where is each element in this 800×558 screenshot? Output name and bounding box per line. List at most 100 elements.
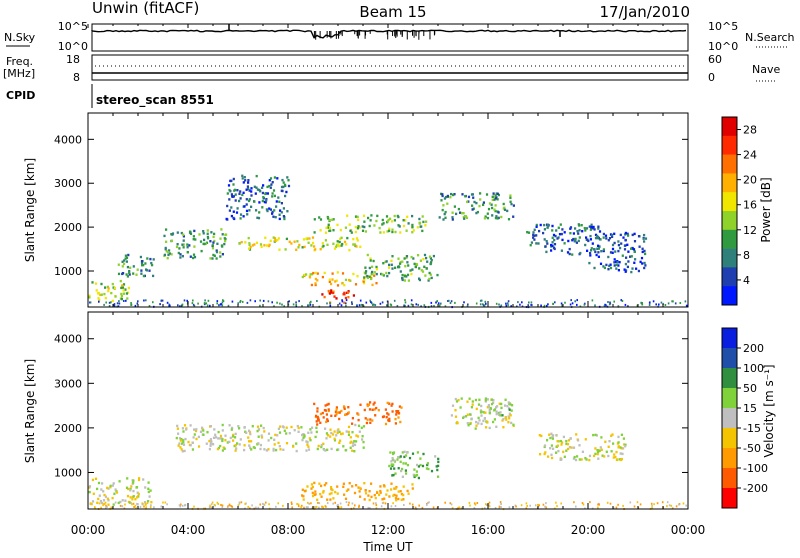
data-cell <box>637 235 641 238</box>
colorbar-tick-label: 20 <box>743 174 757 187</box>
data-cell <box>430 276 433 280</box>
data-cell <box>399 270 402 273</box>
data-cell <box>546 226 549 229</box>
data-cell <box>556 444 559 447</box>
data-cell <box>526 505 528 507</box>
data-cell <box>390 505 393 508</box>
data-cell <box>366 253 369 257</box>
data-cell <box>307 501 309 504</box>
data-cell <box>525 502 528 505</box>
data-cell <box>220 504 222 506</box>
data-cell <box>630 255 633 258</box>
data-cell <box>106 486 109 490</box>
data-cell <box>130 502 132 505</box>
data-cell <box>592 225 595 229</box>
data-cell <box>532 233 535 237</box>
data-cell <box>393 467 396 470</box>
data-cell <box>613 232 616 235</box>
data-cell <box>561 228 564 231</box>
data-cell <box>620 433 623 436</box>
data-cell <box>285 432 288 435</box>
data-cell <box>390 463 393 466</box>
data-cell <box>280 185 284 189</box>
data-cell <box>307 304 310 307</box>
data-cell <box>403 304 405 307</box>
data-cell <box>300 426 303 429</box>
data-cell <box>132 489 135 493</box>
data-cell <box>221 301 224 304</box>
data-cell <box>395 485 398 489</box>
data-cell <box>280 202 283 205</box>
data-cell <box>275 205 278 208</box>
data-cell <box>129 266 132 269</box>
data-cell <box>252 446 255 449</box>
data-cell <box>193 229 196 233</box>
data-cell <box>471 400 474 403</box>
data-cell <box>432 254 435 258</box>
data-cell <box>268 503 270 506</box>
data-cell <box>603 305 606 307</box>
data-cell <box>267 448 270 451</box>
data-cell <box>388 229 391 233</box>
data-cell <box>486 420 489 424</box>
data-cell <box>387 218 390 222</box>
data-cell <box>457 207 460 211</box>
data-cell <box>147 481 150 484</box>
data-cell <box>333 295 336 298</box>
data-cell <box>219 255 222 258</box>
data-cell <box>275 448 278 452</box>
data-cell <box>267 300 270 303</box>
data-cell <box>655 303 657 306</box>
data-cell <box>361 438 364 441</box>
data-cell <box>178 437 182 440</box>
data-cell <box>88 490 91 494</box>
data-cell <box>301 504 303 507</box>
data-cell <box>465 415 468 418</box>
data-cell <box>175 245 179 249</box>
data-cell <box>264 236 267 239</box>
data-cell <box>247 436 250 439</box>
data-cell <box>359 245 362 248</box>
data-cell <box>656 502 659 505</box>
data-cell <box>506 404 509 408</box>
data-cell <box>551 437 554 440</box>
data-cell <box>184 504 186 507</box>
colorbar-segment <box>722 388 737 409</box>
data-cell <box>233 444 236 448</box>
data-cell <box>344 296 347 300</box>
data-cell <box>139 255 142 259</box>
data-cell <box>363 278 366 281</box>
data-cell <box>278 213 281 216</box>
data-cell <box>444 210 447 214</box>
data-cell <box>212 436 216 439</box>
data-cell <box>575 505 577 508</box>
data-cell <box>179 439 182 442</box>
data-cell <box>463 301 465 304</box>
data-cell <box>550 453 553 456</box>
data-cell <box>611 251 614 254</box>
data-cell <box>202 232 205 235</box>
data-cell <box>457 399 460 402</box>
data-cell <box>218 304 220 307</box>
data-cell <box>119 504 122 507</box>
data-cell <box>177 432 180 435</box>
data-cell <box>226 204 229 208</box>
data-cell <box>144 503 147 506</box>
data-cell <box>246 301 249 304</box>
data-cell <box>542 503 545 506</box>
data-cell <box>604 234 608 237</box>
data-cell <box>275 200 278 203</box>
data-cell <box>98 300 100 303</box>
data-cell <box>374 414 377 417</box>
data-cell <box>470 406 473 409</box>
data-cell <box>594 447 597 450</box>
data-cell <box>491 206 494 210</box>
data-cell <box>121 505 124 508</box>
data-cell <box>277 427 280 430</box>
data-cell <box>282 215 285 218</box>
data-cell <box>246 213 249 216</box>
data-cell <box>355 434 358 437</box>
data-cell <box>526 231 529 234</box>
data-cell <box>597 251 600 254</box>
